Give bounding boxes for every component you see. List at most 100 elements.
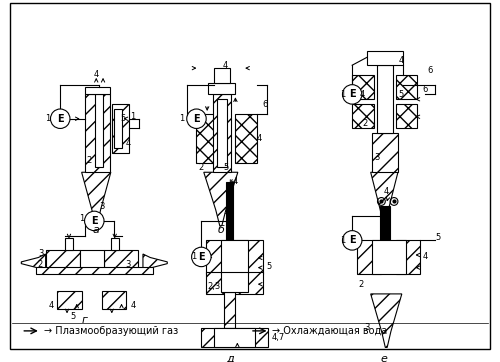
Bar xyxy=(114,109,122,148)
Text: 6: 6 xyxy=(262,100,268,109)
Text: 1: 1 xyxy=(180,114,185,123)
Bar xyxy=(102,291,126,308)
Bar xyxy=(214,328,255,348)
Text: 2: 2 xyxy=(358,280,364,289)
Bar xyxy=(226,182,234,240)
Bar xyxy=(111,239,118,250)
Circle shape xyxy=(186,109,206,129)
Text: 4: 4 xyxy=(422,252,428,261)
Bar xyxy=(224,292,235,328)
Bar xyxy=(206,240,262,274)
Text: → Плазмообразующий газ: → Плазмообразующий газ xyxy=(44,326,178,336)
Bar xyxy=(104,250,138,270)
Text: 2,3: 2,3 xyxy=(208,282,220,291)
Circle shape xyxy=(50,109,70,129)
Bar xyxy=(396,240,420,274)
Bar xyxy=(372,133,398,172)
Text: E: E xyxy=(91,216,98,226)
Bar xyxy=(206,273,262,294)
Text: 3: 3 xyxy=(100,202,105,211)
Text: 4: 4 xyxy=(94,71,99,79)
Text: 3: 3 xyxy=(126,260,131,269)
Text: 5: 5 xyxy=(398,90,404,99)
Bar xyxy=(36,267,152,274)
Circle shape xyxy=(342,85,362,104)
Bar xyxy=(196,114,218,163)
Bar xyxy=(65,239,73,250)
Text: E: E xyxy=(193,114,200,124)
Bar xyxy=(80,250,104,270)
Text: E: E xyxy=(349,89,356,100)
Text: → Охлаждающая вода: → Охлаждающая вода xyxy=(272,326,388,336)
Text: 5: 5 xyxy=(70,312,76,321)
Polygon shape xyxy=(370,172,398,226)
Polygon shape xyxy=(143,254,168,272)
Text: 3: 3 xyxy=(223,207,228,216)
Text: е: е xyxy=(381,354,388,362)
Bar xyxy=(84,94,110,172)
Text: 1: 1 xyxy=(130,112,136,121)
Bar xyxy=(84,87,110,94)
Text: 2: 2 xyxy=(37,260,43,269)
Text: б: б xyxy=(218,224,224,235)
Bar xyxy=(221,240,248,274)
Text: E: E xyxy=(57,114,64,124)
Text: 4: 4 xyxy=(49,301,54,310)
Bar xyxy=(58,291,82,308)
Text: 4: 4 xyxy=(233,177,238,186)
Text: 1: 1 xyxy=(79,214,84,223)
Text: 1: 1 xyxy=(340,90,345,99)
Text: в: в xyxy=(381,224,388,235)
Circle shape xyxy=(342,231,362,250)
Polygon shape xyxy=(82,172,111,226)
Bar xyxy=(208,83,236,94)
Text: 6: 6 xyxy=(428,66,432,75)
Text: 4: 4 xyxy=(223,61,228,70)
Bar xyxy=(214,68,230,83)
Bar xyxy=(376,65,393,133)
Text: 2: 2 xyxy=(87,156,92,165)
Bar xyxy=(380,206,390,240)
Text: 1: 1 xyxy=(340,236,345,245)
Text: 4: 4 xyxy=(257,134,262,143)
Bar xyxy=(396,75,417,99)
Text: 5: 5 xyxy=(435,233,440,242)
Text: 6: 6 xyxy=(422,85,428,94)
Text: а: а xyxy=(93,224,100,235)
Text: 5: 5 xyxy=(266,262,272,271)
Bar xyxy=(46,250,80,270)
Text: д: д xyxy=(226,354,234,362)
Text: 3: 3 xyxy=(374,153,379,162)
Text: 4: 4 xyxy=(398,56,404,65)
Text: 4: 4 xyxy=(126,139,131,148)
Circle shape xyxy=(192,247,211,267)
Polygon shape xyxy=(204,172,238,226)
Bar xyxy=(213,94,230,172)
Text: г: г xyxy=(82,315,87,325)
Text: 1: 1 xyxy=(191,252,196,261)
Text: 4: 4 xyxy=(360,90,364,99)
Text: 4,7: 4,7 xyxy=(272,333,284,342)
Bar xyxy=(96,94,103,167)
Bar xyxy=(352,75,374,99)
Bar xyxy=(357,240,382,274)
Bar xyxy=(367,51,403,65)
Text: 4: 4 xyxy=(384,187,389,196)
Bar xyxy=(372,240,406,274)
Bar xyxy=(352,104,374,129)
Text: 1: 1 xyxy=(45,114,50,123)
Text: 5: 5 xyxy=(223,163,228,172)
Bar xyxy=(236,114,257,163)
Polygon shape xyxy=(370,294,402,348)
Circle shape xyxy=(84,211,104,231)
Bar xyxy=(202,328,268,348)
Text: 3: 3 xyxy=(364,324,370,332)
Bar xyxy=(112,104,130,153)
Text: 4: 4 xyxy=(130,301,136,310)
Text: 3: 3 xyxy=(38,249,44,257)
Text: 5: 5 xyxy=(120,114,125,123)
Text: 2: 2 xyxy=(362,119,368,128)
Polygon shape xyxy=(22,254,46,272)
Text: 2: 2 xyxy=(198,163,204,172)
Bar xyxy=(217,99,226,167)
